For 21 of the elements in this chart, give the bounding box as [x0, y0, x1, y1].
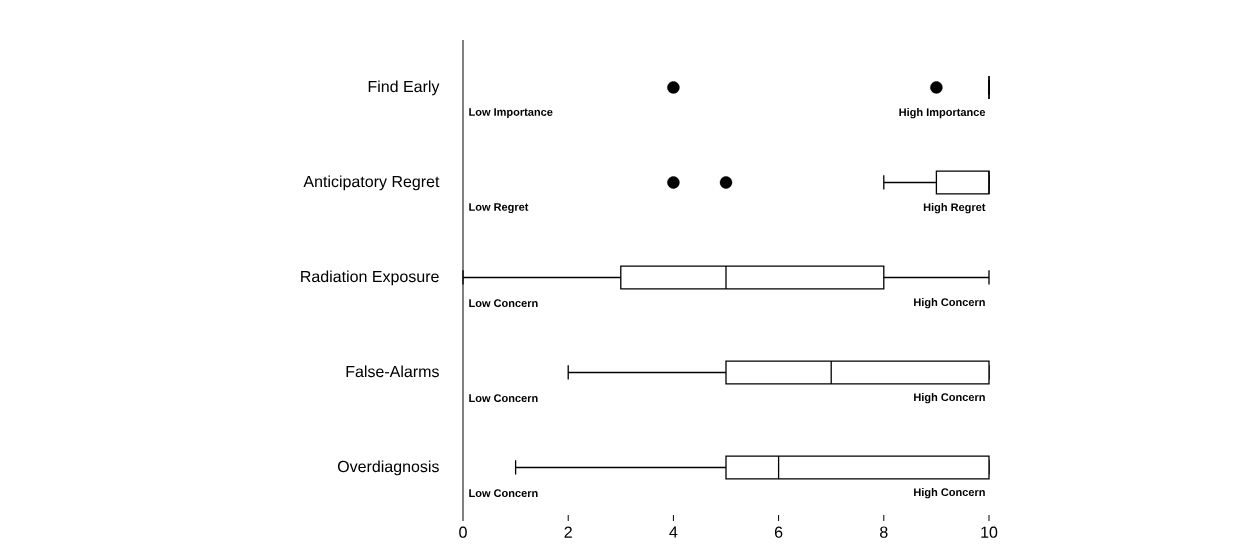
annotation: Low Importance	[469, 108, 553, 119]
annotation: Low Regret	[469, 203, 529, 214]
annotation: High Importance	[899, 108, 986, 119]
annotation: High Concern	[914, 298, 985, 309]
x-tick-label: 6	[774, 526, 783, 538]
annotation: High Regret	[923, 203, 986, 214]
annotation: Low Concern	[469, 394, 538, 403]
y-tick-label: Find Early	[368, 80, 440, 96]
annotation: Low Concern	[469, 489, 538, 498]
y-tick-label: Overdiagnosis	[337, 460, 439, 476]
annotation: Low Concern	[469, 299, 538, 308]
x-tick-label: 10	[981, 526, 998, 538]
annotation: High Concern	[914, 393, 985, 404]
annotation: High Concern	[914, 488, 985, 499]
y-tick-label: Anticipatory Regret	[303, 175, 440, 191]
x-tick-label: 4	[669, 526, 678, 538]
y-tick-label: Radiation Exposure	[301, 270, 439, 286]
y-tick-label: False-Alarms	[346, 365, 439, 378]
x-tick-label: 8	[880, 526, 888, 538]
x-tick-label: 2	[564, 526, 572, 538]
x-tick-label: 0	[459, 526, 467, 538]
